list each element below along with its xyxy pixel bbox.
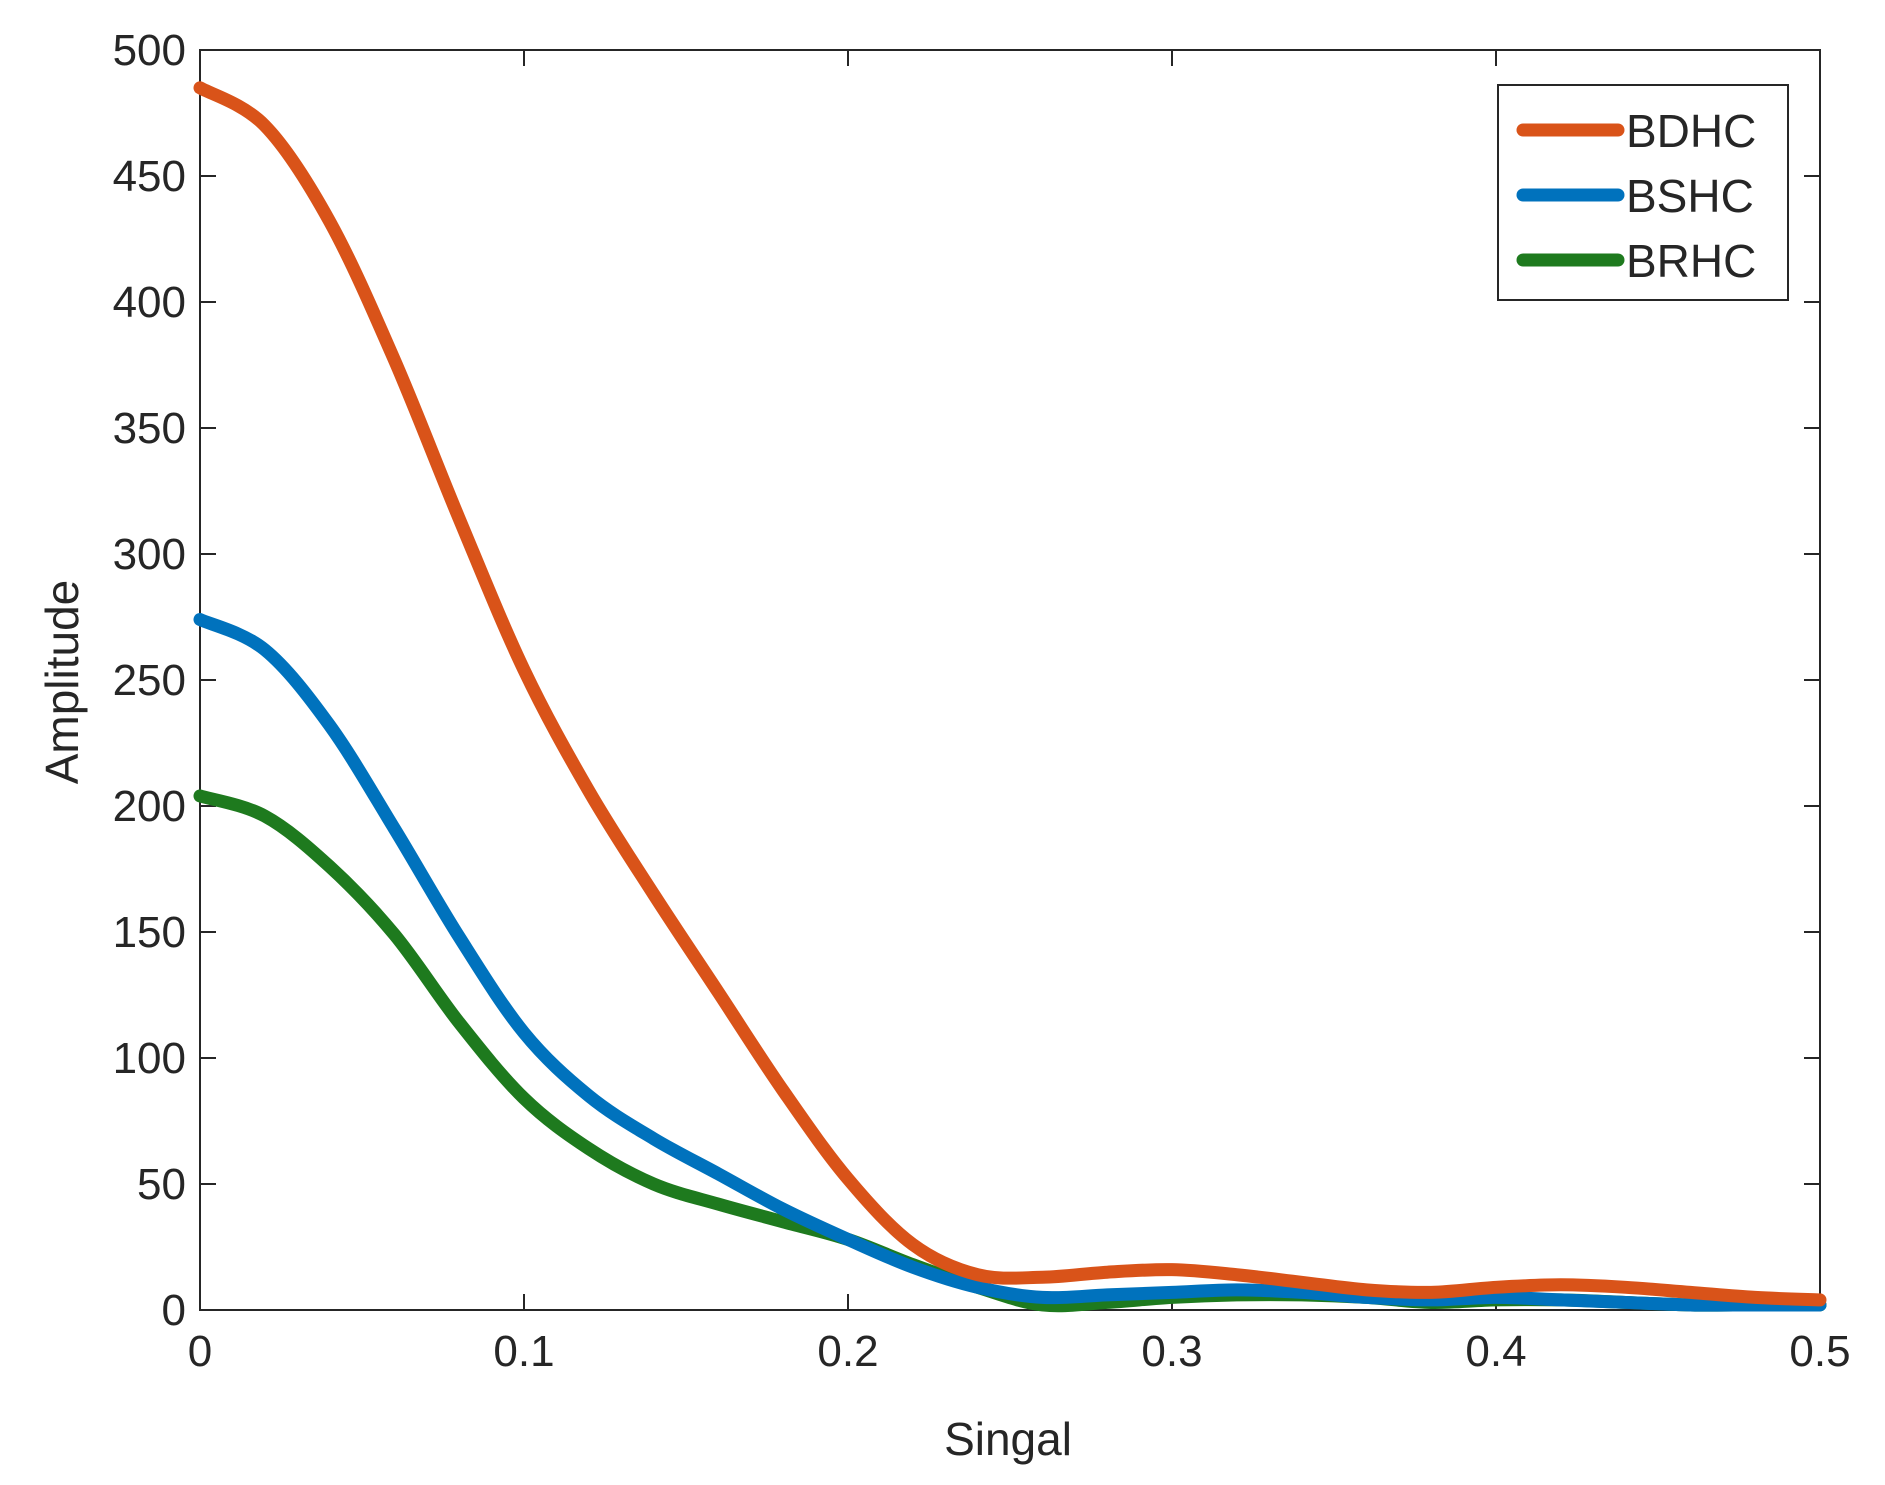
y-tick-label: 200: [113, 782, 186, 831]
legend-label-bdhc: BDHC: [1626, 105, 1756, 157]
y-tick-label: 50: [137, 1160, 186, 1209]
legend: BDHC BSHC BRHC: [1497, 84, 1789, 301]
y-tick-label: 250: [113, 656, 186, 705]
y-tick-label: 500: [113, 26, 186, 75]
y-tick-label: 450: [113, 152, 186, 201]
x-tick-label: 0.2: [817, 1327, 878, 1376]
y-tick-label: 100: [113, 1034, 186, 1083]
y-tick-label: 150: [113, 908, 186, 957]
y-tick-label: 0: [162, 1286, 186, 1335]
x-tick-label: 0.4: [1465, 1327, 1526, 1376]
y-tick-label: 300: [113, 530, 186, 579]
y-tick-label: 400: [113, 278, 186, 327]
legend-label-bshc: BSHC: [1626, 170, 1754, 222]
series-line-bdhc: [193, 81, 1827, 1307]
x-axis-label: Singal: [944, 1413, 1072, 1465]
y-tick-label: 350: [113, 404, 186, 453]
y-axis-label: Amplitude: [36, 580, 88, 785]
x-tick-label: 0.1: [493, 1327, 554, 1376]
legend-label-brhc: BRHC: [1626, 235, 1756, 287]
x-tick-label: 0.3: [1141, 1327, 1202, 1376]
x-tick-label: 0.5: [1789, 1327, 1850, 1376]
series-line-bshc: [193, 613, 1827, 1312]
x-tick-label: 0: [188, 1327, 212, 1376]
